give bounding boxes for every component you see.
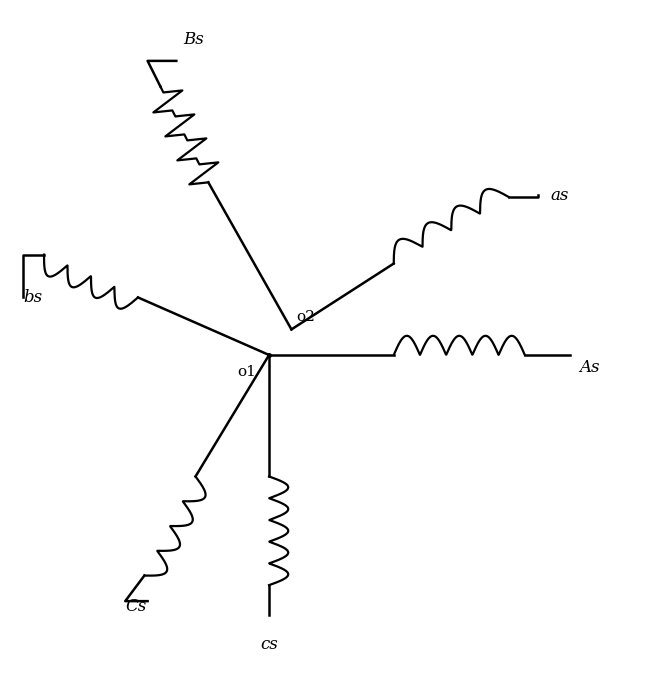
- Text: o1: o1: [237, 365, 256, 378]
- Text: As: As: [579, 359, 599, 376]
- Text: bs: bs: [23, 289, 42, 306]
- Text: as: as: [550, 186, 569, 203]
- Text: Cs: Cs: [125, 598, 147, 615]
- Text: cs: cs: [260, 636, 278, 654]
- Text: Bs: Bs: [182, 31, 204, 48]
- Text: o2: o2: [296, 311, 316, 324]
